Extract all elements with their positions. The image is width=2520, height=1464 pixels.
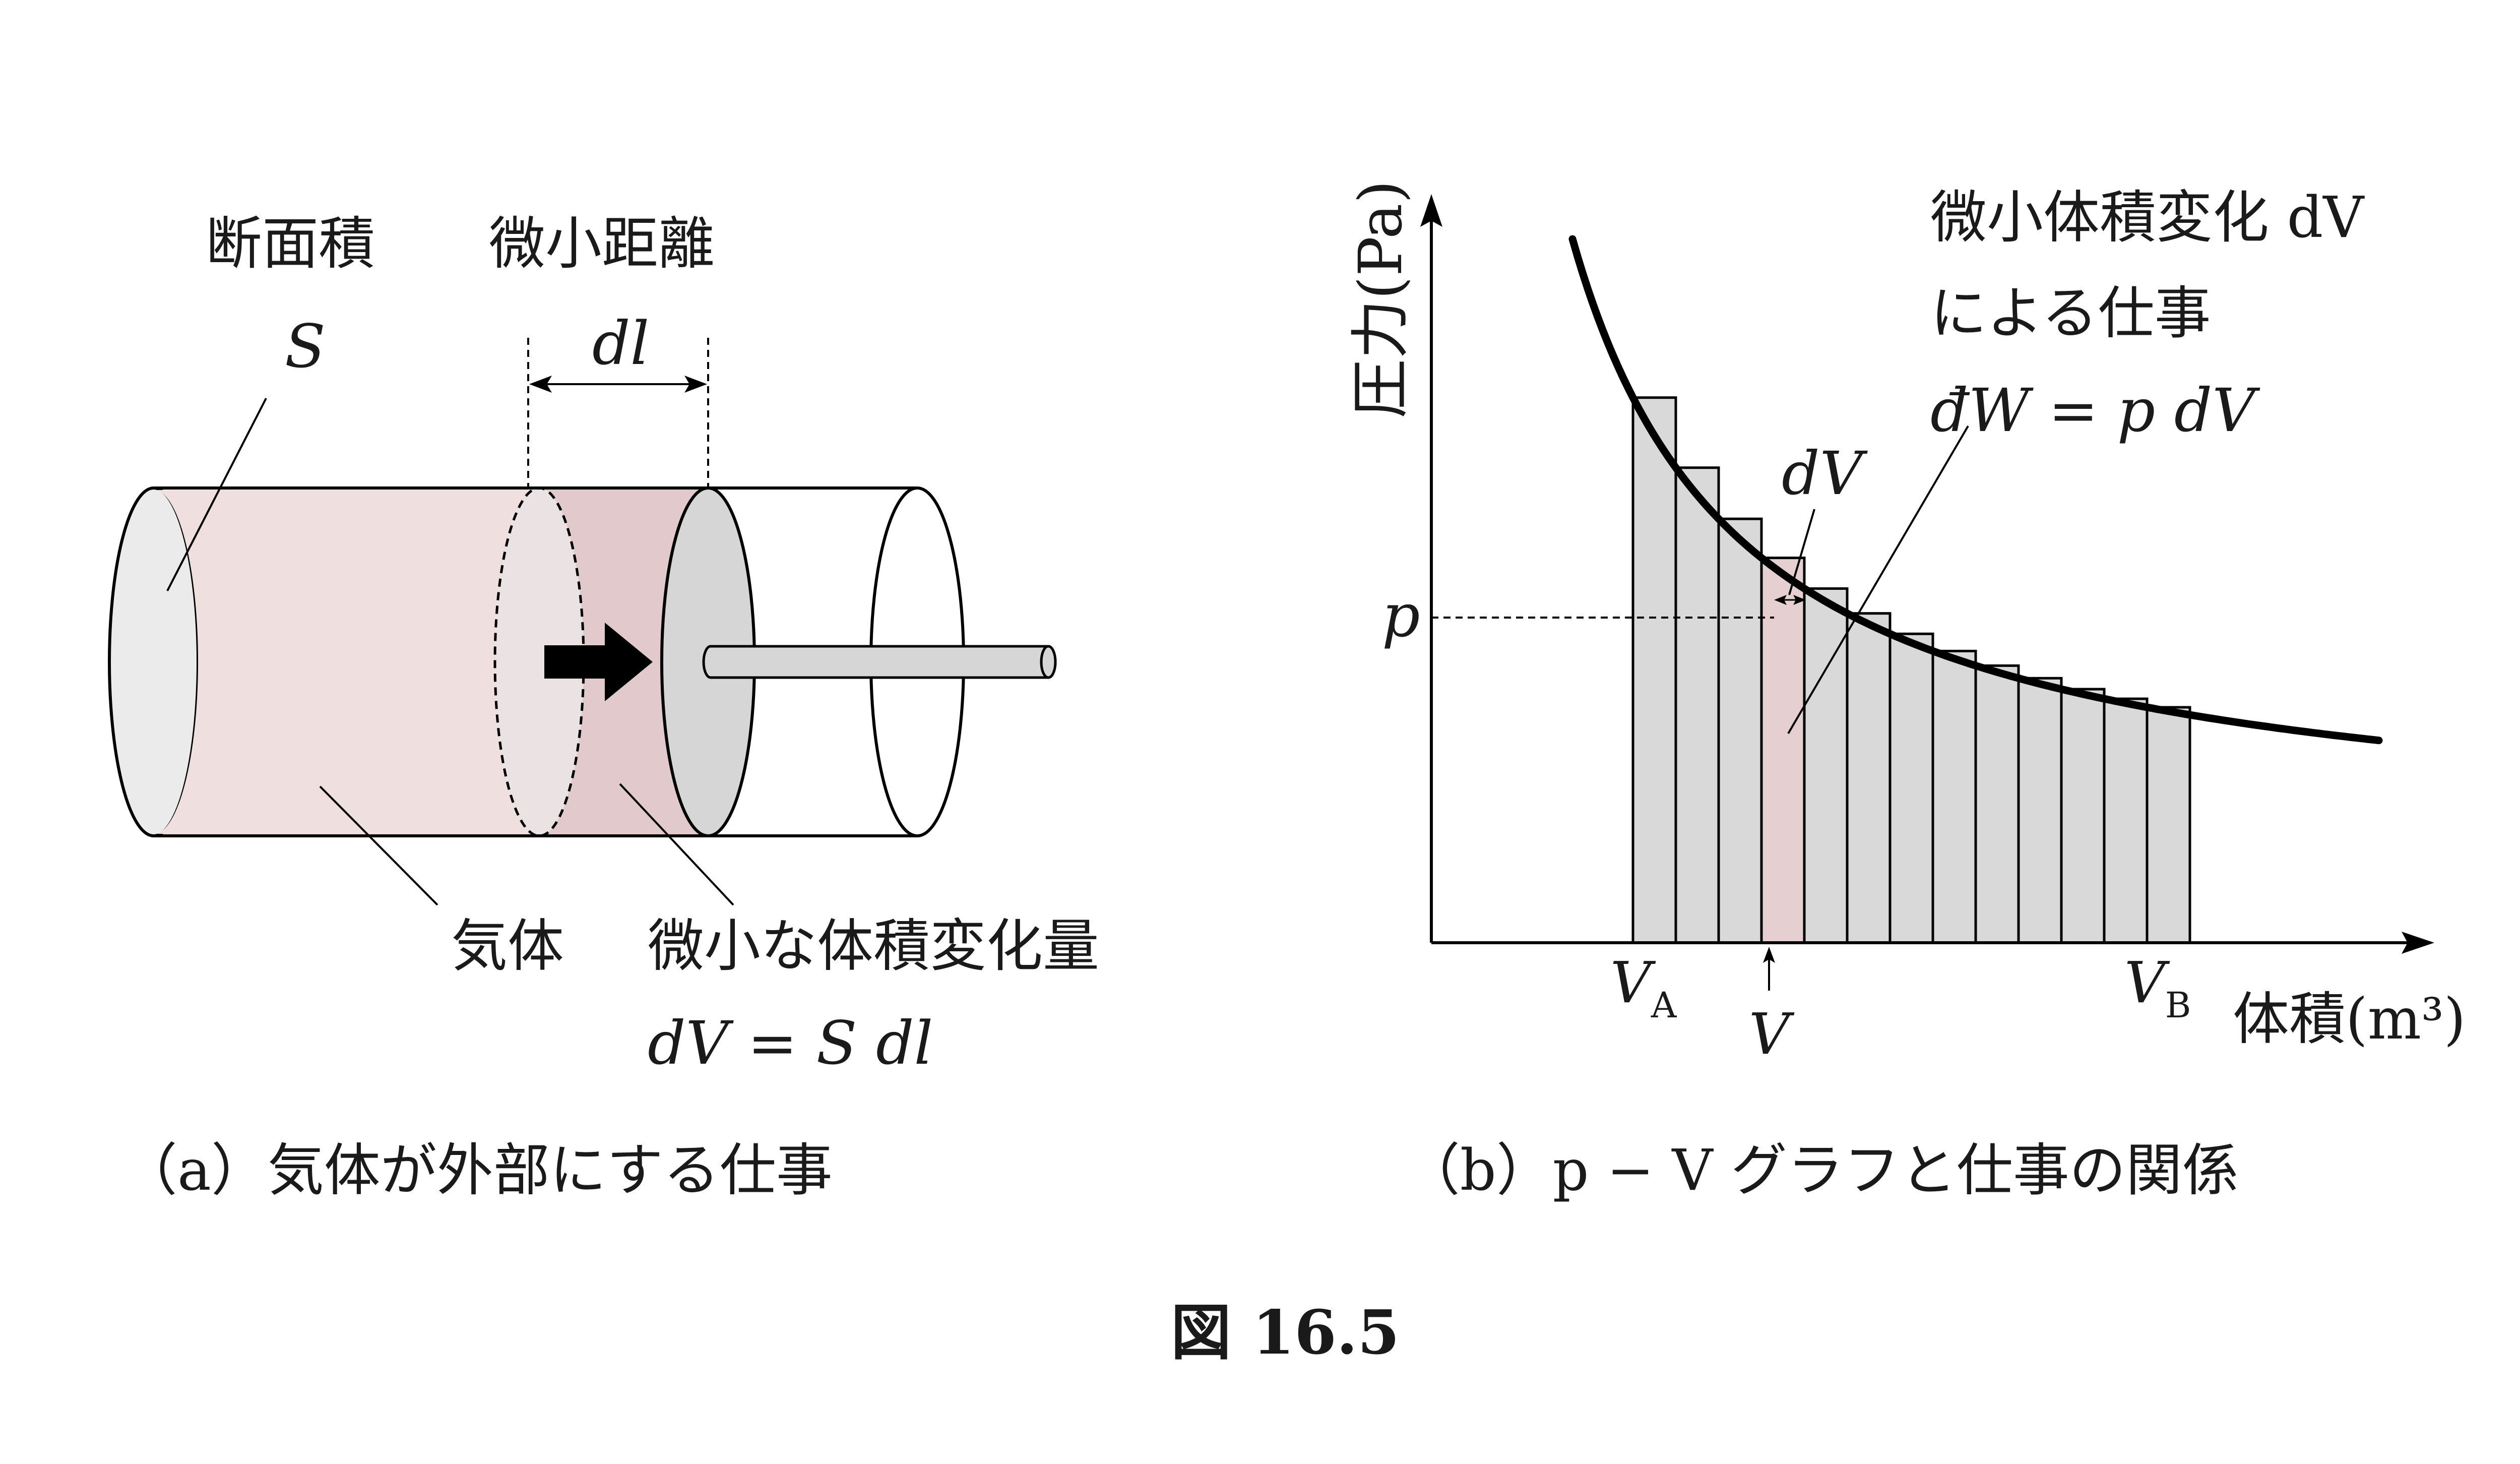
gas-region: [154, 488, 539, 836]
x-axis-label: 体積(m³): [2233, 987, 2466, 1052]
work-bar: [1974, 664, 2020, 944]
leader-dv: [1788, 509, 1815, 595]
dv-arrow-right-head: [1793, 595, 1806, 605]
label-area-symbol: S: [285, 312, 326, 381]
push-arrow-icon: [544, 623, 653, 701]
annotation-line3: đW = p dV: [1930, 376, 2260, 445]
piston-rod: [702, 645, 1057, 679]
label-area: 断面積: [206, 211, 375, 277]
label-va: VA: [1610, 950, 1677, 1026]
annotation-line1: 微小体積変化 dV: [1930, 185, 2365, 251]
label-distance: 微小距離: [489, 211, 715, 277]
label-dv: dV: [1782, 439, 1868, 508]
caption-a: （a）気体が外部にする仕事: [121, 1138, 833, 1203]
annotation-line2: による仕事: [1930, 281, 2211, 346]
caption-b: （b）p − V グラフと仕事の関係: [1404, 1138, 2239, 1203]
work-bar: [1717, 517, 1763, 944]
work-bar: [2017, 677, 2063, 944]
work-bars: [1631, 396, 2191, 944]
label-equation: dV = S dl: [648, 1008, 933, 1078]
y-axis-arrow-icon: [1420, 194, 1442, 227]
work-bar: [1931, 649, 1977, 944]
dl-arrow-right-head: [684, 376, 707, 393]
label-volume-change: 微小な体積変化量: [648, 913, 1099, 979]
figure-number: 図 16.5: [1171, 1297, 1400, 1368]
work-bar: [1803, 587, 1849, 944]
dl-arrow-left-head: [529, 376, 552, 393]
work-bar: [1631, 396, 1677, 944]
label-distance-symbol: dl: [592, 309, 649, 378]
label-v: V: [1749, 1002, 1795, 1067]
piston-rod-end: [1040, 645, 1057, 679]
leader-volume-change: [619, 783, 734, 906]
work-bar: [1846, 612, 1892, 944]
work-bar: [2103, 697, 2149, 944]
label-gas: 気体: [451, 913, 564, 979]
leader-work: [1787, 425, 1969, 735]
work-bar: [1888, 632, 1934, 944]
label-vb: VB: [2124, 950, 2191, 1026]
work-bar: [2060, 688, 2106, 944]
pv-curve: [1568, 235, 2383, 745]
panel-a-cylinder-diagram: 断面積 S 微小距離 dl 気体 微小な体積変化量 dV = S dl （a）気…: [108, 211, 1099, 1203]
work-bar: [2146, 706, 2191, 944]
panel-b-pv-graph: 圧力(Pa) 体積(m³) p VA V VB dV 微小体積変化 dV による…: [1346, 180, 2466, 1203]
leader-area: [166, 398, 267, 591]
y-axis-label: 圧力(Pa): [1346, 180, 1415, 418]
leader-gas: [319, 785, 438, 906]
work-bar: [1760, 557, 1806, 944]
cylinder-left-cap: [108, 486, 200, 837]
x-axis-arrow-icon: [2402, 932, 2434, 954]
gas-region-overlap: [154, 490, 212, 834]
dv-arrow-left-head: [1774, 595, 1787, 605]
v-pointer-arrow-icon: [1763, 947, 1775, 963]
label-p: p: [1382, 581, 1420, 650]
work-bar: [1674, 466, 1720, 944]
